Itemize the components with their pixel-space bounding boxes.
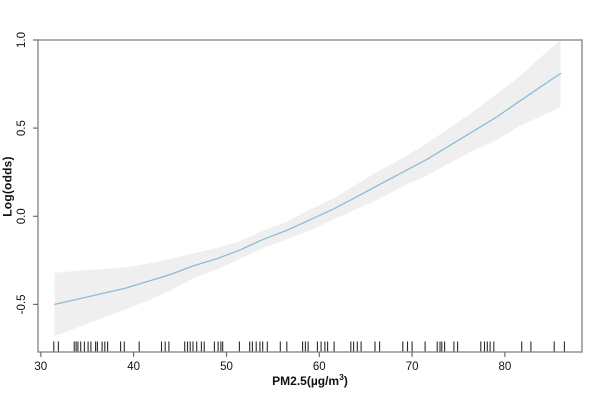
x-tick-label: 80 <box>499 361 512 373</box>
x-axis-title-superscript: 3 <box>339 372 344 382</box>
x-tick-label: 60 <box>313 361 326 373</box>
x-tick-label: 50 <box>220 361 233 373</box>
x-axis-title: PM2.5(µg/m3) <box>272 372 348 388</box>
confidence-band <box>54 40 561 337</box>
x-tick-label: 40 <box>127 361 140 373</box>
y-tick-label: 0.5 <box>16 120 28 136</box>
y-axis-title: Log(odds) <box>0 156 15 217</box>
x-axis-title-main: PM2.5(µg/m <box>272 374 340 388</box>
plot-box <box>37 39 583 353</box>
y-tick-label: -0.5 <box>16 294 28 314</box>
y-tick-label: 1.0 <box>16 32 28 48</box>
x-axis-title-close: ) <box>343 374 348 388</box>
x-tick-label: 70 <box>406 361 419 373</box>
x-tick-label: 30 <box>34 361 47 373</box>
y-tick-label: 0.0 <box>16 208 28 224</box>
smooth-fit-line <box>54 72 562 306</box>
